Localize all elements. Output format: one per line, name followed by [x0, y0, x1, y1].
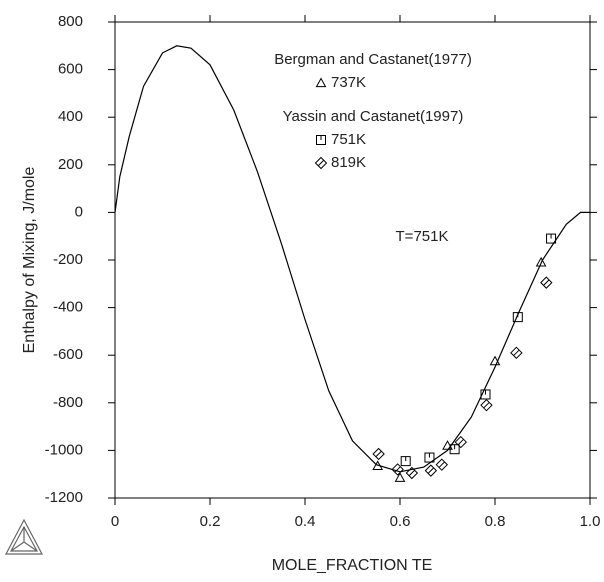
marker [510, 346, 523, 360]
x-tick-label: 0.4 [295, 513, 316, 530]
x-tick-label: 0.2 [200, 513, 221, 530]
x-axis-title: MOLE_FRACTION TE [272, 557, 433, 574]
marker-stem [513, 349, 520, 356]
marker-diamond [314, 156, 328, 170]
marker [405, 466, 419, 480]
marker [372, 447, 385, 461]
marker [316, 135, 326, 145]
legend-label: 751K [331, 131, 366, 148]
legend-label: 737K [331, 74, 366, 91]
x-tick-label: 0.6 [390, 513, 411, 530]
y-tick-label: 0 [75, 203, 83, 220]
legend-label: 819K [331, 154, 366, 171]
y-tick-label: 800 [58, 13, 83, 30]
y-tick-label: -200 [53, 251, 83, 268]
marker-diamond [480, 398, 493, 412]
marker-diamond [372, 447, 385, 461]
marker-diamond [510, 346, 523, 360]
x-tick-label: 0 [111, 513, 119, 530]
marker [535, 256, 547, 267]
marker [480, 389, 491, 400]
marker-stem [318, 160, 324, 166]
y-tick-label: 600 [58, 61, 83, 78]
marker [424, 464, 438, 477]
annotation: T=751K [396, 228, 449, 245]
marker-diamond [540, 276, 553, 289]
legend-title: Bergman and Castanet(1977) [274, 51, 472, 68]
marker [424, 452, 435, 463]
marker [454, 435, 468, 449]
y-tick-label: -800 [53, 394, 83, 411]
marker-stem [457, 439, 464, 445]
marker-stem [483, 402, 490, 409]
marker [540, 276, 553, 289]
marker [489, 355, 501, 366]
logo [5, 518, 43, 555]
y-tick-label: -1000 [45, 441, 83, 458]
y-tick-label: 200 [58, 156, 83, 173]
marker [394, 472, 406, 482]
y-axis-title: Enthalpy of Mixing, J/mole [21, 167, 38, 354]
marker [314, 156, 328, 170]
marker [512, 312, 523, 323]
marker-diamond [435, 458, 449, 471]
marker-stem [428, 467, 434, 474]
marker [546, 233, 557, 244]
marker-stem [375, 451, 382, 457]
marker-stem [438, 461, 445, 468]
marker-diamond [454, 435, 468, 449]
marker [391, 463, 404, 476]
marker-diamond [391, 463, 404, 476]
y-tick-label: -400 [53, 299, 83, 316]
marker-diamond [424, 464, 438, 477]
marker [315, 77, 327, 88]
marker [449, 444, 460, 455]
marker-stem [543, 279, 550, 286]
marker [435, 458, 449, 471]
marker-stem [394, 466, 401, 473]
marker-stem [409, 470, 415, 476]
x-tick-label: 1.0 [580, 513, 601, 530]
y-tick-label: -1200 [45, 489, 83, 506]
legend-title: Yassin and Castanet(1997) [283, 108, 464, 125]
plot-frame [114, 21, 591, 499]
y-tick-label: -600 [53, 346, 83, 363]
marker [372, 460, 384, 470]
y-tick-label: 400 [58, 108, 83, 125]
marker [480, 398, 493, 412]
x-tick-label: 0.8 [485, 513, 506, 530]
marker [400, 456, 411, 467]
marker-diamond [405, 466, 419, 480]
